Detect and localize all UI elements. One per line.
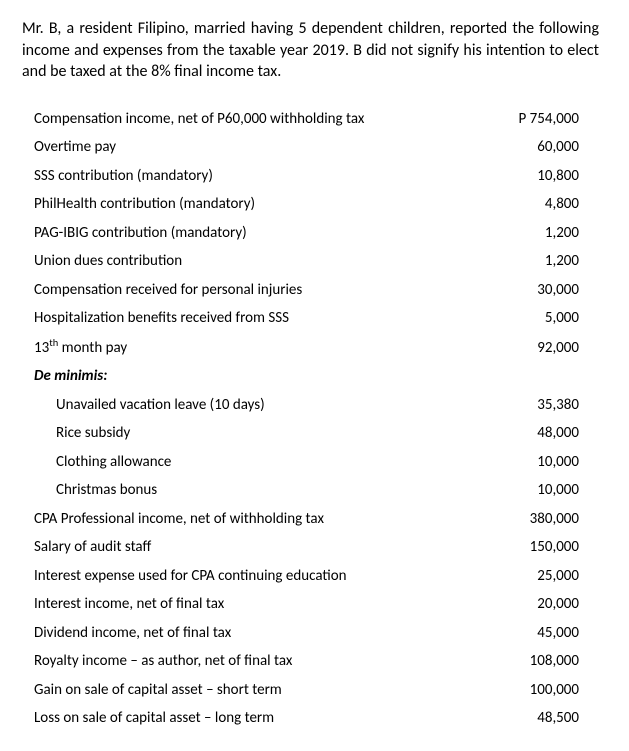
line-label: Rice subsidy [34,419,489,448]
line-item: Interest income, net of final tax20,000 [34,590,599,619]
line-item: Union dues contribution1,200 [34,247,599,276]
line-value: P 754,000 [489,105,599,134]
line-value: 10,800 [489,162,599,191]
line-item: Clothing allowance10,000 [34,448,599,477]
line-item: Royalty income – as author, net of final… [34,647,599,676]
line-value: 1,200 [489,219,599,248]
line-item: PhilHealth contribution (mandatory)4,800 [34,190,599,219]
line-value: 150,000 [489,533,599,562]
line-label: 13th month pay [34,333,489,363]
line-value: 108,000 [489,647,599,676]
line-item: SSS contribution (mandatory)10,800 [34,162,599,191]
line-label: PhilHealth contribution (mandatory) [34,190,489,219]
line-item: Loss on sale of capital asset – long ter… [34,704,599,733]
line-item: Christmas bonus10,000 [34,476,599,505]
line-label: Christmas bonus [34,476,489,505]
line-label: Compensation received for personal injur… [34,276,489,305]
line-label: Royalty income – as author, net of final… [34,647,489,676]
line-value: 1,200 [489,247,599,276]
line-value: 100,000 [489,676,599,705]
line-item: PAG-IBIG contribution (mandatory)1,200 [34,219,599,248]
line-item: Overtime pay60,000 [34,133,599,162]
line-label: Dividend income, net of final tax [34,619,489,648]
line-value: 5,000 [489,304,599,333]
line-value: 20,000 [489,590,599,619]
line-label: Loss on sale of capital asset – long ter… [34,704,489,733]
line-item: Gain on sale of capital asset – short te… [34,676,599,705]
line-item: Compensation received for personal injur… [34,276,599,305]
line-value: 45,000 [489,619,599,648]
line-label: Interest expense used for CPA continuing… [34,562,489,591]
line-value: 48,000 [489,419,599,448]
line-value: 30,000 [489,276,599,305]
line-item: Rice subsidy48,000 [34,419,599,448]
line-label: Salary of audit staff [34,533,489,562]
line-value: 92,000 [489,334,599,363]
line-item: Unavailed vacation leave (10 days)35,380 [34,391,599,420]
line-item: Hospitalization benefits received from S… [34,304,599,333]
line-label: Overtime pay [34,133,489,162]
line-label: Clothing allowance [34,448,489,477]
line-item: CPA Professional income, net of withhold… [34,505,599,534]
line-item: Interest expense used for CPA continuing… [34,562,599,591]
line-items: Compensation income, net of P60,000 with… [22,105,599,733]
line-label: Compensation income, net of P60,000 with… [34,105,489,134]
line-label: Interest income, net of final tax [34,590,489,619]
line-value: 25,000 [489,562,599,591]
line-label: Union dues contribution [34,247,489,276]
line-value: 380,000 [489,505,599,534]
line-label: PAG-IBIG contribution (mandatory) [34,219,489,248]
line-item: Salary of audit staff150,000 [34,533,599,562]
de-minimis-heading: De minimis: [34,362,599,391]
line-value: 4,800 [489,190,599,219]
line-value: 10,000 [489,448,599,477]
line-item: Dividend income, net of final tax45,000 [34,619,599,648]
line-value: 48,500 [489,704,599,733]
intro-paragraph: Mr. B, a resident Filipino, married havi… [22,18,599,83]
line-label: SSS contribution (mandatory) [34,162,489,191]
line-label: CPA Professional income, net of withhold… [34,505,489,534]
line-item: 13th month pay 92,000 [34,333,599,363]
line-value: 35,380 [489,391,599,420]
line-label: Gain on sale of capital asset – short te… [34,676,489,705]
line-label: Unavailed vacation leave (10 days) [34,391,489,420]
line-value: 60,000 [489,133,599,162]
line-value: 10,000 [489,476,599,505]
line-item: Compensation income, net of P60,000 with… [34,105,599,134]
line-label: Hospitalization benefits received from S… [34,304,489,333]
